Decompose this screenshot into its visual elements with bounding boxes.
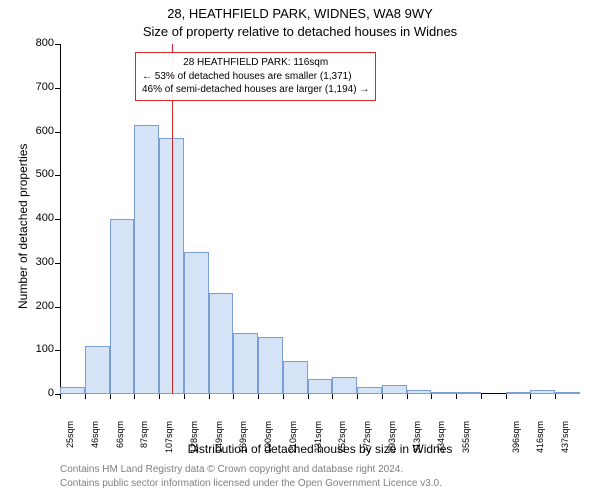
histogram-bar: [134, 125, 159, 394]
y-tick-mark: [55, 263, 60, 264]
x-tick-mark: [357, 394, 358, 399]
histogram-bar: [506, 392, 531, 394]
x-tick-label: 66sqm: [115, 421, 125, 461]
y-tick-label: 800: [20, 37, 54, 49]
footer-copyright-1: Contains HM Land Registry data © Crown c…: [60, 464, 403, 475]
chart-title-description: Size of property relative to detached ho…: [0, 24, 600, 39]
x-tick-label: 396sqm: [511, 421, 521, 461]
x-tick-mark: [332, 394, 333, 399]
histogram-bar: [332, 377, 357, 395]
x-tick-label: 87sqm: [139, 421, 149, 461]
y-tick-mark: [55, 307, 60, 308]
x-tick-label: 252sqm: [337, 421, 347, 461]
x-tick-label: 25sqm: [65, 421, 75, 461]
histogram-bar: [110, 219, 135, 394]
x-tick-mark: [233, 394, 234, 399]
x-tick-mark: [283, 394, 284, 399]
callout-line: 46% of semi-detached houses are larger (…: [142, 83, 369, 97]
histogram-bar: [357, 387, 382, 394]
x-tick-mark: [209, 394, 210, 399]
y-tick-label: 100: [20, 343, 54, 355]
y-tick-label: 700: [20, 81, 54, 93]
y-tick-mark: [55, 350, 60, 351]
x-tick-label: 334sqm: [436, 421, 446, 461]
histogram-bar: [555, 392, 580, 394]
histogram-bar: [209, 293, 234, 394]
y-tick-label: 300: [20, 256, 54, 268]
x-tick-label: 169sqm: [238, 421, 248, 461]
x-tick-mark: [110, 394, 111, 399]
histogram-bar: [530, 390, 555, 394]
x-tick-label: 149sqm: [214, 421, 224, 461]
y-tick-label: 600: [20, 125, 54, 137]
histogram-bar: [308, 379, 333, 394]
histogram-bar: [85, 346, 110, 394]
chart-container: 28, HEATHFIELD PARK, WIDNES, WA8 9WY Siz…: [0, 0, 600, 500]
callout-line: 28 HEATHFIELD PARK: 116sqm: [142, 56, 369, 70]
x-tick-mark: [308, 394, 309, 399]
x-tick-mark: [431, 394, 432, 399]
x-tick-label: 293sqm: [387, 421, 397, 461]
callout-line: ← 53% of detached houses are smaller (1,…: [142, 70, 369, 84]
y-tick-mark: [55, 88, 60, 89]
callout-box: 28 HEATHFIELD PARK: 116sqm← 53% of detac…: [135, 52, 376, 101]
y-tick-label: 400: [20, 212, 54, 224]
x-tick-label: 107sqm: [164, 421, 174, 461]
x-tick-mark: [184, 394, 185, 399]
x-tick-mark: [159, 394, 160, 399]
y-tick-mark: [55, 44, 60, 45]
x-tick-mark: [481, 394, 482, 399]
x-tick-mark: [85, 394, 86, 399]
x-tick-mark: [134, 394, 135, 399]
x-tick-label: 190sqm: [263, 421, 273, 461]
x-tick-mark: [382, 394, 383, 399]
y-tick-mark: [55, 132, 60, 133]
histogram-bar: [431, 392, 456, 394]
x-tick-mark: [60, 394, 61, 399]
y-tick-mark: [55, 219, 60, 220]
x-tick-label: 313sqm: [412, 421, 422, 461]
x-tick-mark: [530, 394, 531, 399]
histogram-bar: [60, 387, 85, 394]
x-tick-mark: [258, 394, 259, 399]
x-tick-label: 272sqm: [362, 421, 372, 461]
x-tick-label: 210sqm: [288, 421, 298, 461]
histogram-bar: [258, 337, 283, 394]
x-tick-label: 231sqm: [313, 421, 323, 461]
y-tick-label: 200: [20, 300, 54, 312]
x-tick-label: 46sqm: [90, 421, 100, 461]
x-tick-mark: [407, 394, 408, 399]
x-tick-label: 355sqm: [461, 421, 471, 461]
chart-title-address: 28, HEATHFIELD PARK, WIDNES, WA8 9WY: [0, 6, 600, 21]
y-tick-label: 500: [20, 168, 54, 180]
x-tick-mark: [555, 394, 556, 399]
histogram-bar: [233, 333, 258, 394]
histogram-bar: [456, 392, 481, 394]
y-tick-label: 0: [20, 387, 54, 399]
x-tick-mark: [456, 394, 457, 399]
histogram-bar: [283, 361, 308, 394]
footer-copyright-2: Contains public sector information licen…: [60, 478, 442, 489]
x-tick-mark: [506, 394, 507, 399]
x-tick-label: 437sqm: [560, 421, 570, 461]
y-tick-mark: [55, 175, 60, 176]
histogram-bar: [382, 385, 407, 394]
x-tick-label: 416sqm: [535, 421, 545, 461]
x-tick-label: 128sqm: [189, 421, 199, 461]
histogram-bar: [407, 390, 432, 394]
histogram-bar: [184, 252, 209, 394]
